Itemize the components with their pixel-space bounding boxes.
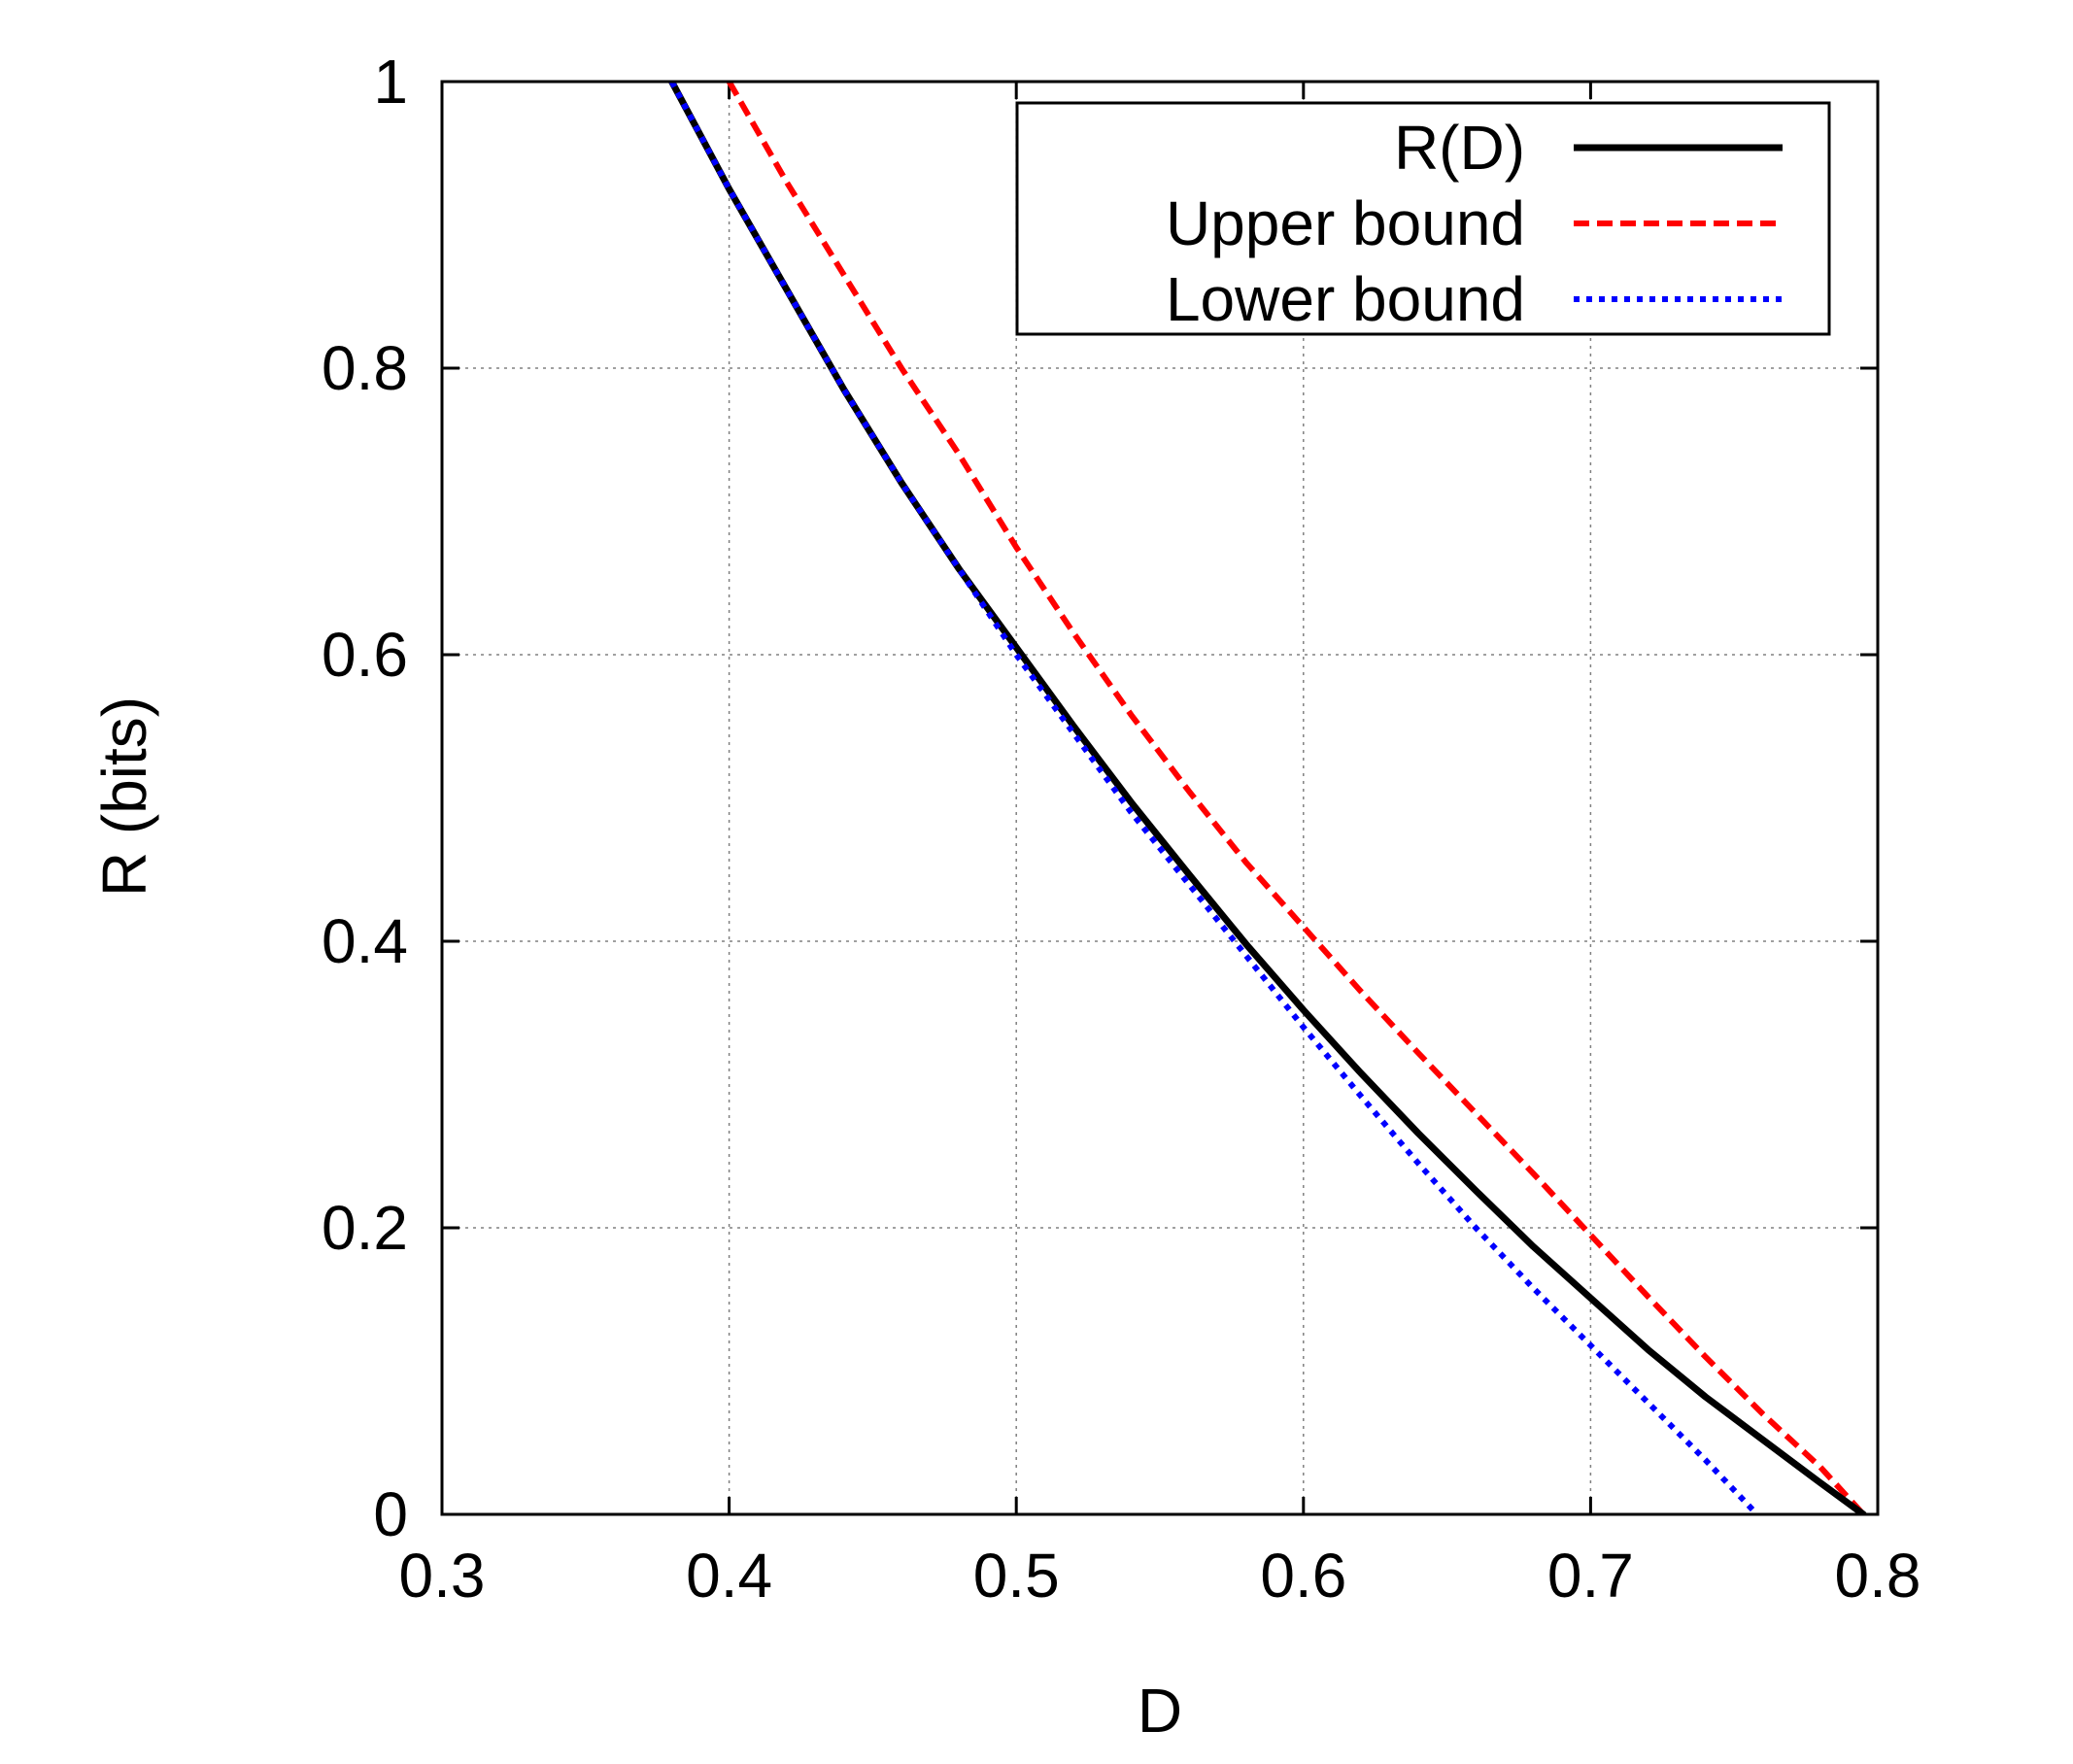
y-tick-label: 0.8 xyxy=(322,333,408,403)
x-tick-label: 0.5 xyxy=(973,1541,1060,1611)
y-tick-label: 1 xyxy=(373,47,408,117)
x-tick-label: 0.8 xyxy=(1835,1541,1921,1611)
legend-label: Upper bound xyxy=(1166,188,1525,258)
legend-label: Lower bound xyxy=(1166,264,1525,334)
x-tick-label: 0.3 xyxy=(399,1541,486,1611)
y-axis-title: R (bits) xyxy=(89,696,159,897)
y-tick-label: 0.6 xyxy=(322,620,408,690)
x-tick-label: 0.4 xyxy=(686,1541,772,1611)
y-tick-label: 0.4 xyxy=(322,906,408,976)
y-tick-label: 0.2 xyxy=(322,1193,408,1263)
legend-label: R(D) xyxy=(1394,113,1525,183)
x-axis-title: D xyxy=(1138,1676,1182,1746)
x-tick-label: 0.6 xyxy=(1260,1541,1346,1611)
x-tick-label: 0.7 xyxy=(1547,1541,1634,1611)
y-tick-label: 0 xyxy=(373,1479,408,1549)
